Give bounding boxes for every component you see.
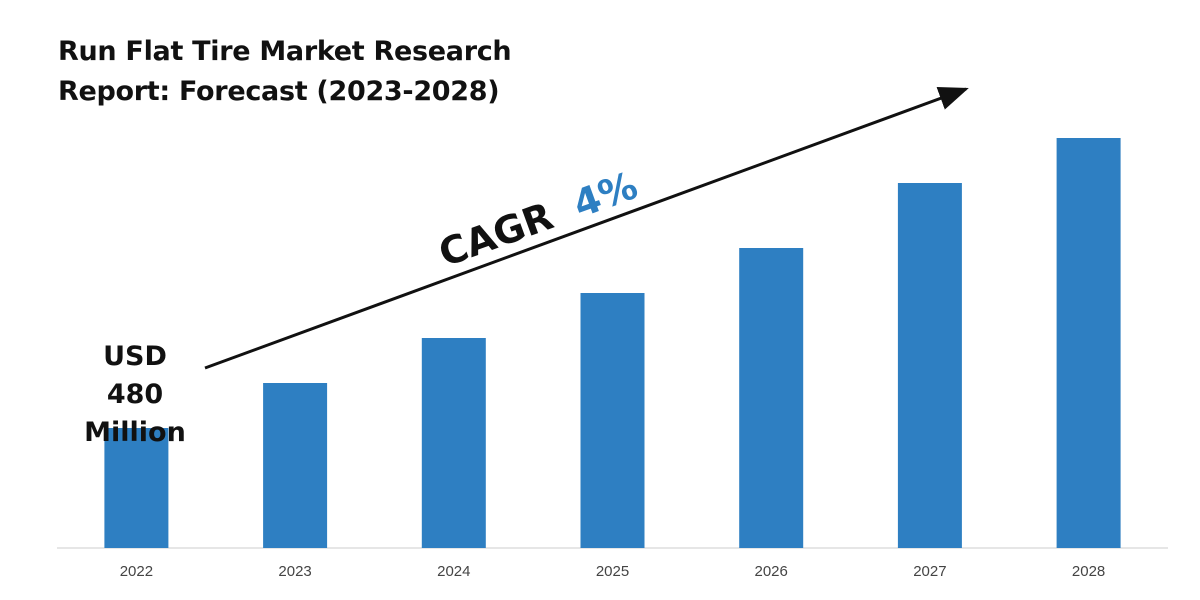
start-value-unit: Million [84, 417, 186, 448]
bars-group [104, 138, 1121, 548]
bar-2027 [897, 183, 962, 548]
chart-title-line-1: Run Flat Tire Market Research [58, 36, 512, 67]
bar-2023 [263, 383, 328, 548]
bar-2025 [580, 293, 645, 548]
x-tick-label-2025: 2025 [596, 563, 629, 580]
x-tick-label-2024: 2024 [437, 563, 470, 580]
bar-2028 [1056, 138, 1121, 548]
x-tick-label-2028: 2028 [1072, 563, 1105, 580]
cagr-value: 4% [567, 163, 643, 226]
bar-2022 [104, 428, 169, 548]
cagr-label: CAGR [433, 194, 559, 276]
cagr-trend-arrow [204, 87, 969, 370]
x-tick-label-2027: 2027 [913, 563, 946, 580]
start-value-currency: USD [103, 341, 167, 372]
start-value-amount: 480 [106, 379, 164, 410]
bar-2024 [421, 338, 486, 548]
chart-title-line-2: Report: Forecast (2023-2028) [58, 76, 500, 107]
x-tick-label-2022: 2022 [120, 563, 153, 580]
tick-labels-group: 2022 2023 2024 2025 2026 2027 2028 [120, 563, 1106, 580]
bar-2026 [739, 248, 804, 548]
x-tick-label-2023: 2023 [278, 563, 311, 580]
x-tick-label-2026: 2026 [755, 563, 788, 580]
